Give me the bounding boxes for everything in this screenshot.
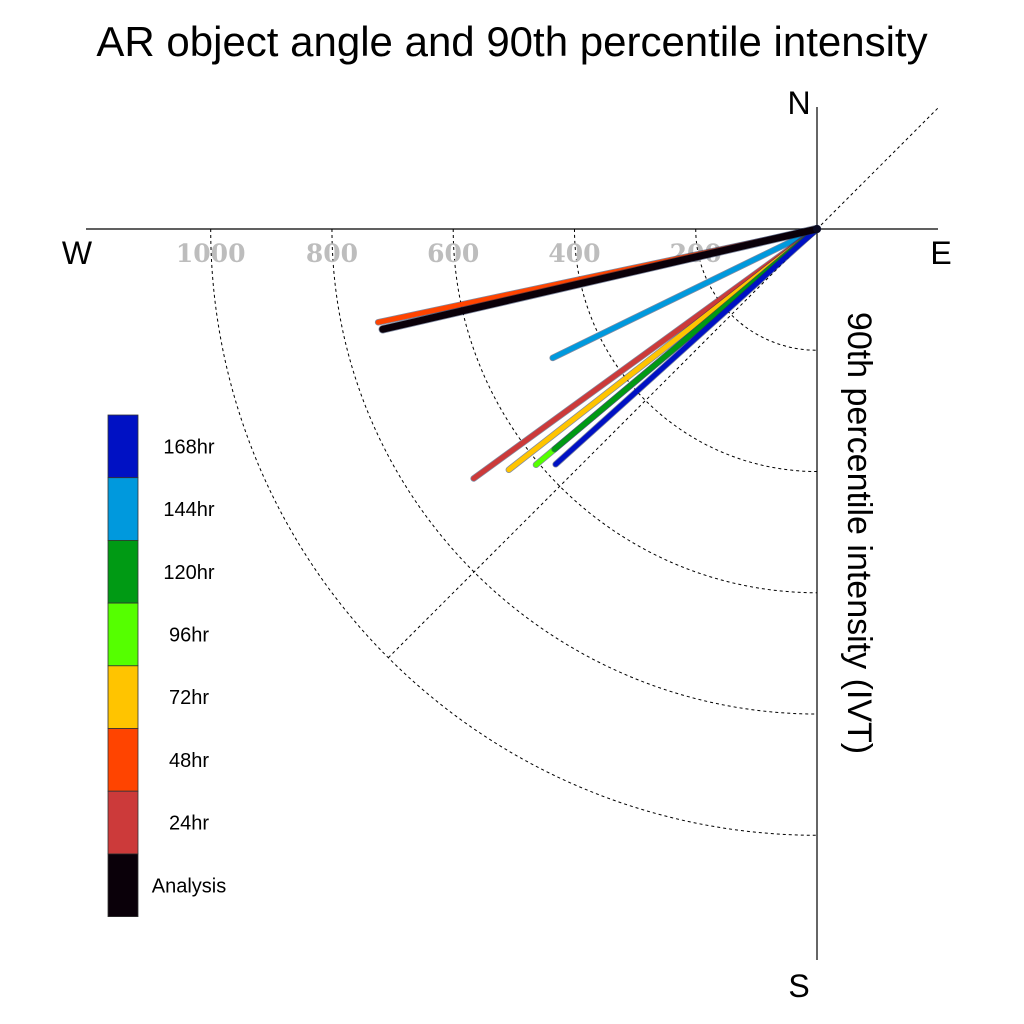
y-axis-label: 90th percentile intensity (IVT): [840, 312, 878, 754]
origin-marker: [813, 225, 821, 233]
legend-label: 168hr: [163, 436, 214, 458]
tick-label: 600: [427, 239, 479, 268]
series-line-168hr: [553, 226, 820, 467]
tick-label: 800: [306, 239, 358, 268]
legend-label: 48hr: [169, 750, 209, 772]
compass-south: S: [788, 968, 809, 1004]
legend: 168hr 144hr 120hr 96hr 72hr 48hr 24hr Analysis: [107, 414, 226, 918]
polar-grid: [210, 107, 939, 836]
tick-label: 400: [548, 239, 600, 268]
compass-west: W: [62, 235, 93, 271]
compass-north: N: [787, 85, 810, 121]
legend-label: 120hr: [163, 562, 214, 584]
legend-swatch-analysis: [107, 853, 139, 918]
legend-swatch-144hr: [107, 477, 139, 541]
legend-swatch-96hr: [107, 602, 139, 667]
legend-swatch-48hr: [107, 728, 139, 792]
series-lines: [374, 224, 822, 482]
legend-label: 24hr: [169, 813, 209, 835]
radial-tick-labels: 2004006008001000: [176, 239, 722, 268]
legend-label: 96hr: [169, 624, 209, 646]
series-line-analysis: [379, 225, 821, 333]
legend-swatch-120hr: [107, 540, 139, 604]
legend-swatch-24hr: [107, 790, 139, 855]
series-line-144hr: [550, 226, 820, 361]
legend-swatch-72hr: [107, 665, 139, 729]
tick-label: 1000: [176, 239, 246, 268]
chart-title: AR object angle and 90th percentile inte…: [96, 18, 927, 65]
compass-east: E: [930, 235, 951, 271]
legend-swatch-168hr: [107, 414, 139, 479]
legend-label: Analysis: [152, 875, 226, 897]
legend-label: 144hr: [163, 499, 214, 521]
legend-label: 72hr: [169, 687, 209, 709]
